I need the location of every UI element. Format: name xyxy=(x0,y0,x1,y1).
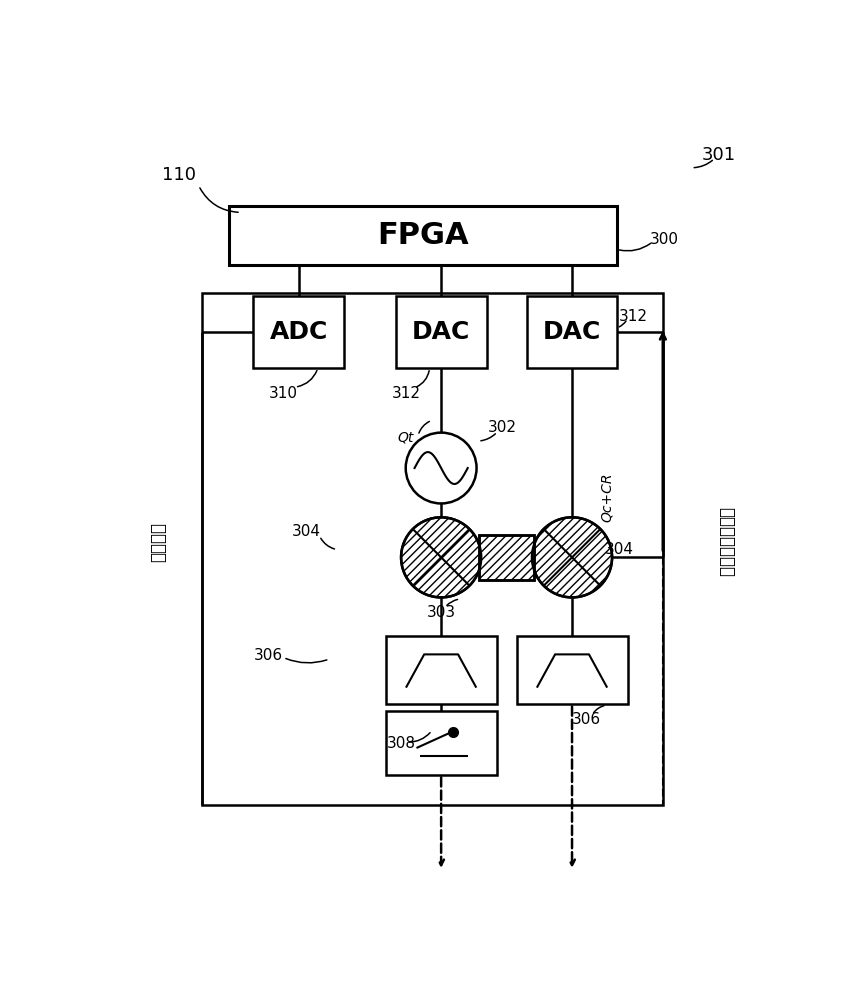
Text: 312: 312 xyxy=(619,309,648,324)
Text: Qt: Qt xyxy=(398,430,414,444)
Bar xyxy=(479,535,534,580)
Text: 301: 301 xyxy=(702,146,735,164)
Bar xyxy=(203,293,663,805)
Text: 303: 303 xyxy=(426,605,456,620)
Bar xyxy=(396,296,487,368)
Text: 逻辑输出: 逻辑输出 xyxy=(148,522,167,562)
Text: 304: 304 xyxy=(605,542,634,557)
Text: 降频转换器输出: 降频转换器输出 xyxy=(717,507,735,577)
Text: DAC: DAC xyxy=(412,320,470,344)
Bar xyxy=(479,535,534,580)
Text: 302: 302 xyxy=(488,420,517,436)
Bar xyxy=(517,636,628,704)
Circle shape xyxy=(406,433,476,503)
Text: 306: 306 xyxy=(254,648,282,663)
Text: 310: 310 xyxy=(268,386,298,401)
Text: 308: 308 xyxy=(387,736,416,751)
Bar xyxy=(253,296,344,368)
Bar xyxy=(230,206,617,265)
Text: 306: 306 xyxy=(571,712,601,727)
Text: 312: 312 xyxy=(392,386,421,401)
Bar xyxy=(526,296,617,368)
Text: Qc+CR: Qc+CR xyxy=(600,473,614,522)
Circle shape xyxy=(401,517,482,597)
Text: FPGA: FPGA xyxy=(377,221,469,250)
Circle shape xyxy=(532,517,612,597)
Bar xyxy=(386,636,497,704)
Text: 304: 304 xyxy=(292,524,321,539)
Text: 300: 300 xyxy=(650,232,679,247)
Text: DAC: DAC xyxy=(543,320,602,344)
Text: ADC: ADC xyxy=(269,320,328,344)
Text: 110: 110 xyxy=(162,166,197,184)
Bar xyxy=(386,711,497,774)
